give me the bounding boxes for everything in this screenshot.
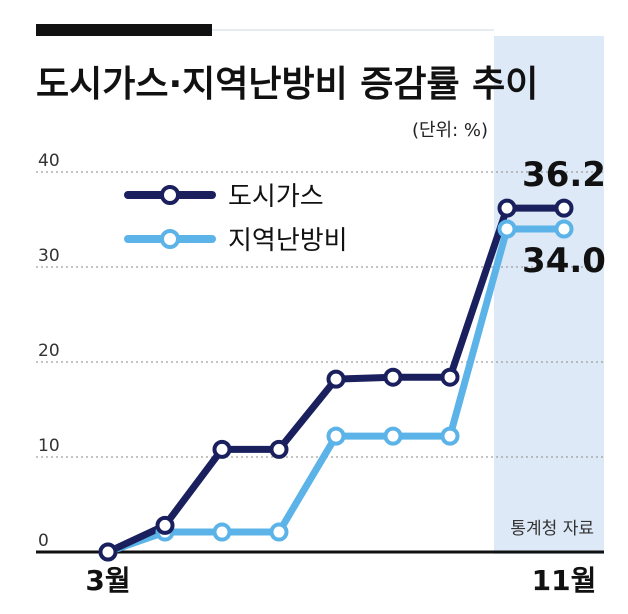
series-layer: [98, 198, 574, 562]
data-point-city-gas: [383, 367, 403, 387]
y-tick-label: 20: [38, 341, 60, 361]
y-axis: 0 10 20 30 40: [38, 151, 60, 551]
legend-label-city-gas: 도시가스: [228, 182, 324, 212]
data-point-city-gas: [440, 367, 460, 387]
data-point-city-gas: [212, 439, 232, 459]
data-point-district-heating: [269, 522, 289, 542]
data-point-city-gas: [269, 439, 289, 459]
end-label-district-heating: 34.0: [522, 241, 606, 281]
chart-title: 도시가스·지역난방비 증감률 추이: [36, 64, 538, 105]
x-tick-label: 11월: [532, 564, 597, 597]
x-axis: 3월 11월: [85, 564, 596, 597]
source-label: 통계청 자료: [510, 519, 594, 539]
legend-marker-city-gas: [160, 185, 180, 205]
y-tick-label: 0: [38, 531, 49, 551]
data-point-district-heating: [212, 522, 232, 542]
data-point-district-heating: [440, 426, 460, 446]
data-point-district-heating: [383, 426, 403, 446]
y-tick-label: 40: [38, 151, 60, 171]
highlight-band: [494, 36, 604, 554]
legend-marker-district-heating: [160, 229, 180, 249]
title-bar: [36, 24, 212, 36]
y-tick-label: 30: [38, 246, 60, 266]
data-point-city-gas: [497, 198, 517, 218]
data-point-city-gas: [326, 369, 346, 389]
data-point-city-gas: [155, 515, 175, 535]
data-point-district-heating: [554, 219, 574, 239]
data-point-city-gas: [98, 542, 118, 562]
data-point-district-heating: [326, 426, 346, 446]
data-point-district-heating: [497, 219, 517, 239]
x-tick-label: 3월: [85, 564, 130, 597]
legend-label-district-heating: 지역난방비: [228, 226, 348, 256]
unit-label: (단위: %): [412, 120, 488, 141]
end-label-city-gas: 36.2: [522, 155, 606, 195]
legend: 도시가스 지역난방비: [124, 182, 348, 256]
y-tick-label: 10: [38, 436, 60, 456]
data-point-city-gas: [554, 198, 574, 218]
